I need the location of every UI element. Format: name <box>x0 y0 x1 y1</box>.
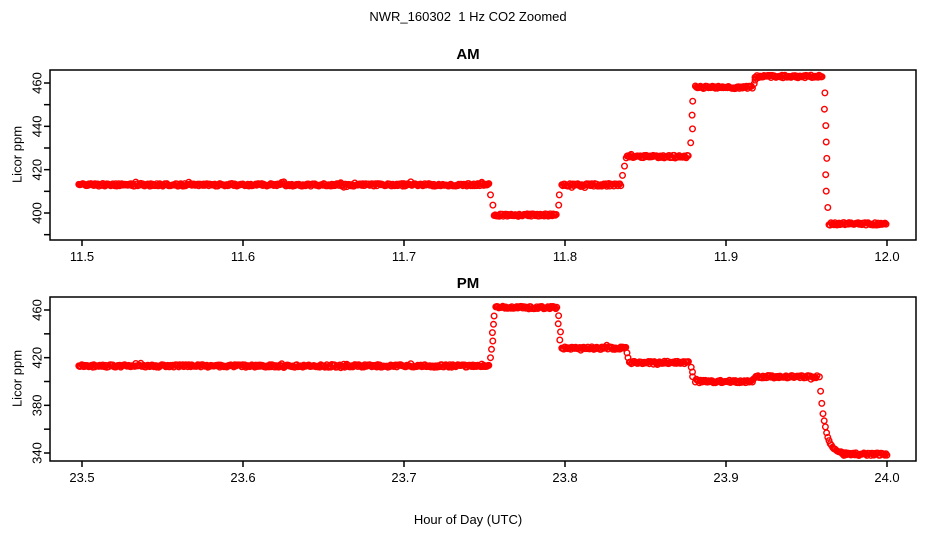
decay-point <box>819 410 827 418</box>
y-tick-label: 340 <box>29 442 44 464</box>
transition-point <box>555 201 563 209</box>
transition-point <box>621 162 629 170</box>
transition-point <box>822 122 830 130</box>
transition-point <box>555 191 563 199</box>
transition-point <box>557 328 565 336</box>
y-tick-label: 380 <box>29 394 44 416</box>
y-tick-label: 420 <box>29 347 44 369</box>
figure-title: NWR_160302 1 Hz CO2 Zoomed <box>369 9 567 24</box>
y-tick-label: 460 <box>29 72 44 94</box>
x-tick-label: 23.7 <box>391 470 416 485</box>
transition-point <box>824 203 832 211</box>
x-tick-label: 12.0 <box>874 249 899 264</box>
transition-point <box>554 320 562 328</box>
data-point <box>881 219 889 227</box>
decay-point <box>821 423 829 431</box>
decay-point <box>815 373 823 381</box>
decay-point <box>818 399 826 407</box>
transition-point <box>821 89 829 97</box>
transition-point <box>619 171 627 179</box>
x-tick-label: 11.9 <box>714 249 738 264</box>
transition-point <box>490 312 498 320</box>
transition-point <box>823 154 831 162</box>
transition-point <box>689 368 697 376</box>
x-tick-label: 23.5 <box>69 470 94 485</box>
decay-point <box>817 387 825 395</box>
am-panel-title: AM <box>456 46 480 63</box>
transition-point <box>687 139 695 147</box>
pm-plot-box <box>49 296 917 462</box>
decay-point <box>820 417 828 425</box>
x-tick-label: 24.0 <box>874 470 899 485</box>
transition-point <box>556 336 564 344</box>
x-tick-label: 11.5 <box>70 249 94 264</box>
data-point <box>552 210 560 218</box>
transition-point <box>822 171 830 179</box>
data-point <box>684 358 692 366</box>
y-tick-label: 460 <box>29 299 44 321</box>
data-point <box>553 303 561 311</box>
transition-point <box>489 337 497 345</box>
x-tick-label: 11.8 <box>553 249 577 264</box>
transition-point <box>555 312 563 320</box>
transition-point <box>487 354 495 362</box>
decay-point <box>823 429 831 437</box>
x-tick-label: 11.7 <box>392 249 416 264</box>
transition-point <box>688 111 696 119</box>
x-tick-label: 23.6 <box>230 470 255 485</box>
transition-point <box>820 105 828 113</box>
transition-point <box>487 191 495 199</box>
transition-point <box>689 97 697 105</box>
data-point <box>684 152 692 160</box>
transition-point <box>490 320 498 328</box>
data-point <box>485 361 493 369</box>
data-point <box>882 220 890 228</box>
data-point <box>485 180 493 188</box>
y-tick-label: 400 <box>29 202 44 224</box>
transition-point <box>750 80 758 88</box>
data-point <box>883 451 891 459</box>
decay-point <box>824 433 832 441</box>
transition-point <box>822 187 830 195</box>
transition-point <box>489 201 497 209</box>
transition-point <box>488 329 496 337</box>
transition-point <box>689 125 697 133</box>
data-point <box>617 182 625 190</box>
x-tick-label: 23.9 <box>713 470 738 485</box>
x-axis-label: Hour of Day (UTC) <box>413 512 523 527</box>
y-tick-label: 440 <box>29 115 44 137</box>
x-tick-label: 23.8 <box>552 470 577 485</box>
am-plot-box <box>49 69 917 241</box>
data-point <box>818 73 826 81</box>
pm-panel-title: PM <box>456 275 480 292</box>
transition-point <box>488 345 496 353</box>
transition-point <box>822 138 830 146</box>
x-tick-label: 11.6 <box>231 249 255 264</box>
y-tick-label: 420 <box>29 159 44 181</box>
